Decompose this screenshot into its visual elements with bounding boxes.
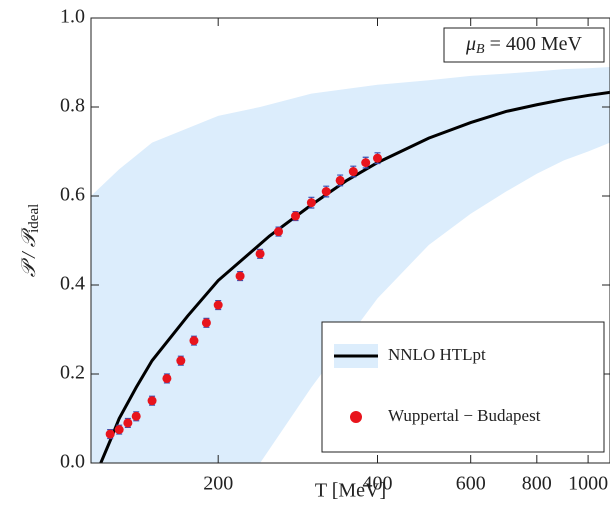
x-tick-label: 400 — [362, 473, 392, 495]
point — [176, 356, 186, 366]
point — [201, 318, 211, 328]
y-axis-label: 𝒫 / 𝒫ideal — [18, 204, 43, 278]
plot — [91, 66, 610, 463]
x-tick-label: 800 — [522, 473, 552, 495]
point — [255, 249, 265, 259]
point — [114, 425, 124, 435]
y-tick-label: 1.0 — [60, 6, 85, 28]
band — [91, 66, 610, 463]
point — [162, 373, 172, 383]
x-axis-label: T [MeV] — [315, 480, 386, 502]
point — [273, 227, 283, 237]
legend-box — [321, 321, 605, 453]
annotation: μB = 400 MeV — [465, 33, 583, 58]
point — [189, 336, 199, 346]
annotation-box — [443, 27, 605, 63]
legend-label: NNLO HTLpt — [388, 345, 486, 364]
y-label-sub: ideal — [26, 204, 42, 233]
y-tick-label: 0.4 — [60, 273, 85, 295]
point — [335, 175, 345, 185]
y-label-main: 𝒫 / 𝒫 — [18, 227, 40, 277]
legend-point — [350, 411, 362, 423]
point — [235, 271, 245, 281]
frame — [90, 17, 610, 464]
point — [372, 153, 382, 163]
point — [361, 158, 371, 168]
legend-label: Wuppertal − Budapest — [388, 406, 541, 425]
point — [306, 198, 316, 208]
point — [147, 396, 157, 406]
x-tick-label: 1000 — [568, 473, 608, 495]
annotation-main: μ — [465, 33, 476, 55]
y-tick-label: 0.8 — [60, 95, 85, 117]
point — [105, 429, 115, 439]
y-tick-label: 0.2 — [60, 362, 85, 384]
annotation-rest: = 400 MeV — [485, 33, 583, 55]
point — [123, 418, 133, 428]
point — [131, 411, 141, 421]
x-tick-label: 200 — [203, 473, 233, 495]
annotation-sub: B — [476, 42, 485, 57]
point — [321, 187, 331, 197]
point — [291, 211, 301, 221]
point — [213, 300, 223, 310]
point — [348, 167, 358, 177]
y-tick-label: 0.6 — [60, 184, 85, 206]
x-tick-label: 600 — [456, 473, 486, 495]
y-tick-label: 0.0 — [60, 451, 85, 473]
